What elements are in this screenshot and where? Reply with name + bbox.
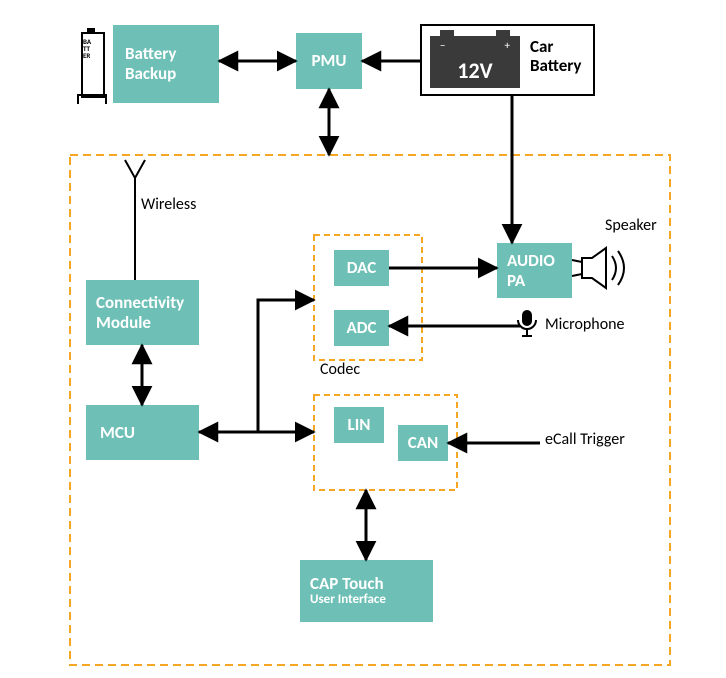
diagram-svg xyxy=(0,0,726,678)
